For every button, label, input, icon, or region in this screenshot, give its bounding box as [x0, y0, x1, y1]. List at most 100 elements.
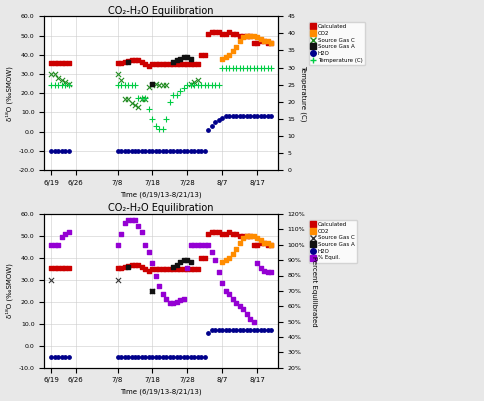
Point	[194, 77, 202, 83]
Point	[124, 59, 132, 66]
Point	[267, 40, 275, 47]
Point	[149, 354, 156, 360]
Point	[169, 92, 177, 98]
Point	[239, 327, 247, 334]
Point	[225, 28, 233, 35]
Point	[47, 60, 55, 67]
Point	[47, 241, 55, 248]
Point	[131, 81, 139, 88]
Point	[47, 71, 55, 77]
Point	[183, 266, 191, 272]
Point	[51, 71, 59, 77]
Point	[135, 354, 142, 360]
Point	[190, 241, 198, 248]
Point	[187, 148, 195, 154]
Point	[51, 354, 59, 360]
Point	[124, 262, 132, 269]
Point	[149, 288, 156, 294]
Point	[173, 61, 181, 67]
Point	[187, 241, 195, 248]
Point	[47, 81, 55, 88]
Point	[135, 148, 142, 154]
Point	[47, 354, 55, 360]
Point	[246, 233, 254, 239]
Point	[142, 266, 150, 272]
Point	[250, 64, 257, 71]
Point	[222, 288, 229, 294]
Point	[190, 354, 198, 360]
Point	[177, 259, 184, 265]
Point	[260, 38, 268, 45]
Point	[250, 113, 257, 119]
Point	[152, 80, 160, 87]
Point	[149, 82, 156, 89]
Point	[257, 327, 264, 334]
Point	[117, 81, 125, 88]
Point	[159, 354, 167, 360]
Point	[267, 241, 275, 248]
Point	[135, 223, 142, 229]
Point	[180, 266, 188, 272]
Point	[201, 354, 209, 360]
Point	[236, 303, 243, 310]
Point	[260, 327, 268, 334]
Point	[201, 81, 209, 88]
Point	[183, 148, 191, 154]
Point	[246, 64, 254, 71]
Point	[173, 261, 181, 268]
Point	[250, 40, 257, 47]
Point	[201, 255, 209, 261]
Point	[159, 266, 167, 272]
Point	[222, 113, 229, 119]
Point	[114, 148, 121, 154]
Point	[61, 148, 69, 154]
Point	[169, 266, 177, 272]
Point	[218, 115, 226, 122]
Point	[218, 280, 226, 286]
Point	[264, 113, 272, 119]
Point	[145, 84, 153, 91]
Point	[260, 239, 268, 246]
Point	[197, 81, 205, 88]
Point	[124, 217, 132, 223]
Point	[232, 113, 240, 119]
Point	[180, 295, 188, 302]
Point	[163, 148, 170, 154]
Legend: Calculated, CO2, Source Gas C, Source Gas A, H2O, Temperature (C): Calculated, CO2, Source Gas C, Source Ga…	[309, 22, 364, 65]
Point	[51, 81, 59, 88]
Point	[169, 148, 177, 154]
Point	[61, 354, 69, 360]
Point	[142, 96, 150, 102]
Point	[155, 82, 163, 89]
Point	[166, 300, 174, 306]
Point	[169, 61, 177, 67]
Point	[225, 229, 233, 235]
Point	[131, 261, 139, 268]
Point	[243, 327, 251, 334]
Point	[117, 354, 125, 360]
Point	[128, 99, 136, 106]
Point	[163, 61, 170, 67]
Point	[243, 113, 251, 119]
Point	[225, 113, 233, 119]
Point	[243, 32, 251, 39]
Point	[65, 80, 73, 87]
Point	[138, 59, 146, 66]
Point	[236, 327, 243, 334]
Point	[236, 64, 243, 71]
Point	[114, 60, 121, 67]
Point	[131, 101, 139, 108]
Point	[166, 266, 174, 272]
Point	[163, 354, 170, 360]
Point	[243, 233, 251, 239]
Point	[232, 30, 240, 37]
Point	[183, 53, 191, 60]
Point	[177, 297, 184, 303]
Point	[138, 148, 146, 154]
Point	[180, 61, 188, 67]
Point	[257, 265, 264, 271]
Point	[229, 327, 237, 334]
Point	[54, 75, 62, 81]
Legend: Calculated, CO2, Source Gas C, Source Gas A, H2O, % Equil.: Calculated, CO2, Source Gas C, Source Ga…	[309, 220, 357, 263]
Point	[117, 231, 125, 237]
